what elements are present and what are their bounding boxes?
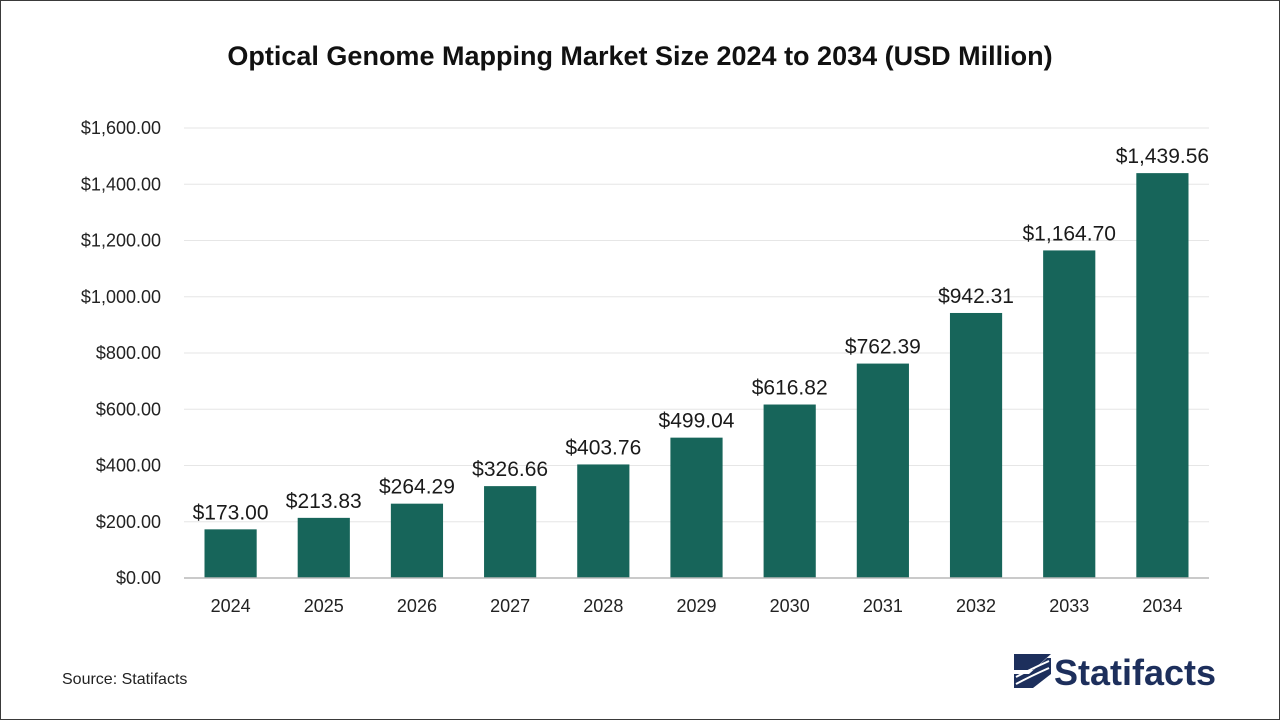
x-tick-label: 2025: [304, 596, 344, 616]
bar: [484, 486, 537, 578]
y-tick-label: $200.00: [96, 512, 161, 532]
x-tick-label: 2030: [770, 596, 810, 616]
bar: [297, 517, 350, 578]
bar: [390, 503, 444, 578]
x-tick-label: 2026: [397, 596, 437, 616]
bar: [670, 437, 723, 578]
bar: [1136, 173, 1189, 578]
data-label: $403.76: [565, 436, 641, 459]
brand-logo: Statifacts: [1014, 652, 1216, 693]
data-label: $173.00: [193, 501, 269, 524]
data-label: $264.29: [379, 476, 455, 499]
y-tick-label: $1,400.00: [81, 174, 161, 194]
y-tick-label: $1,000.00: [81, 287, 161, 307]
data-label: $326.66: [472, 458, 548, 481]
x-tick-label: 2033: [1049, 596, 1089, 616]
data-labels: $173.00 $213.83 $264.29 $326.66 $403.76 $499.…: [193, 145, 1209, 524]
bar: [1043, 250, 1096, 578]
data-label: $942.31: [938, 285, 1014, 308]
chart-title: Optical Genome Mapping Market Size 2024 …: [227, 41, 1052, 71]
bar: [763, 404, 816, 578]
x-axis-ticks: 2024 2025 2026 2027 2028 2029 2030 2031 2032 2033…: [211, 596, 1183, 616]
statifacts-logo-icon: [1014, 654, 1051, 688]
data-label: $762.39: [845, 336, 921, 359]
y-tick-label: $1,600.00: [81, 118, 161, 138]
brand-name: Statifacts: [1054, 652, 1216, 693]
bar: [949, 312, 1003, 578]
x-tick-label: 2032: [956, 596, 996, 616]
y-tick-label: $400.00: [96, 456, 161, 476]
data-label: $1,164.70: [1023, 222, 1116, 245]
bars: [204, 173, 1189, 578]
x-tick-label: 2034: [1142, 596, 1182, 616]
x-tick-label: 2028: [583, 596, 623, 616]
source-note: Source: Statifacts: [62, 671, 187, 688]
data-label: $499.04: [659, 410, 735, 433]
x-tick-label: 2031: [863, 596, 903, 616]
y-axis-ticks: $0.00 $200.00 $400.00 $600.00 $800.00 $1,000.…: [81, 118, 161, 588]
x-tick-label: 2029: [676, 596, 716, 616]
y-tick-label: $0.00: [116, 568, 161, 588]
bar: [204, 529, 257, 578]
data-label: $1,439.56: [1116, 145, 1209, 168]
y-tick-label: $1,200.00: [81, 231, 161, 251]
x-tick-label: 2024: [211, 596, 251, 616]
x-tick-label: 2027: [490, 596, 530, 616]
data-label: $616.82: [752, 377, 828, 400]
bar: [856, 363, 909, 578]
y-tick-label: $600.00: [96, 399, 161, 419]
grid-lines: [184, 127, 1209, 523]
y-tick-label: $800.00: [96, 343, 161, 363]
data-label: $213.83: [286, 490, 362, 513]
bar: [577, 464, 630, 578]
